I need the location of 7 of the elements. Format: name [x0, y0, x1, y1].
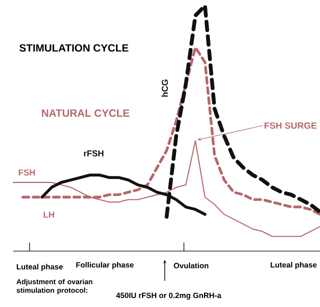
text: rFSH [84, 150, 104, 157]
annotation: NATURAL CYCLE [42, 110, 130, 117]
annotation: STIMULATION CYCLE [20, 44, 128, 52]
series-label: LH [44, 212, 54, 218]
text: hCG [162, 80, 168, 97]
series-label: FSH [18, 170, 35, 176]
annotation: FSH SURGE [264, 122, 317, 129]
